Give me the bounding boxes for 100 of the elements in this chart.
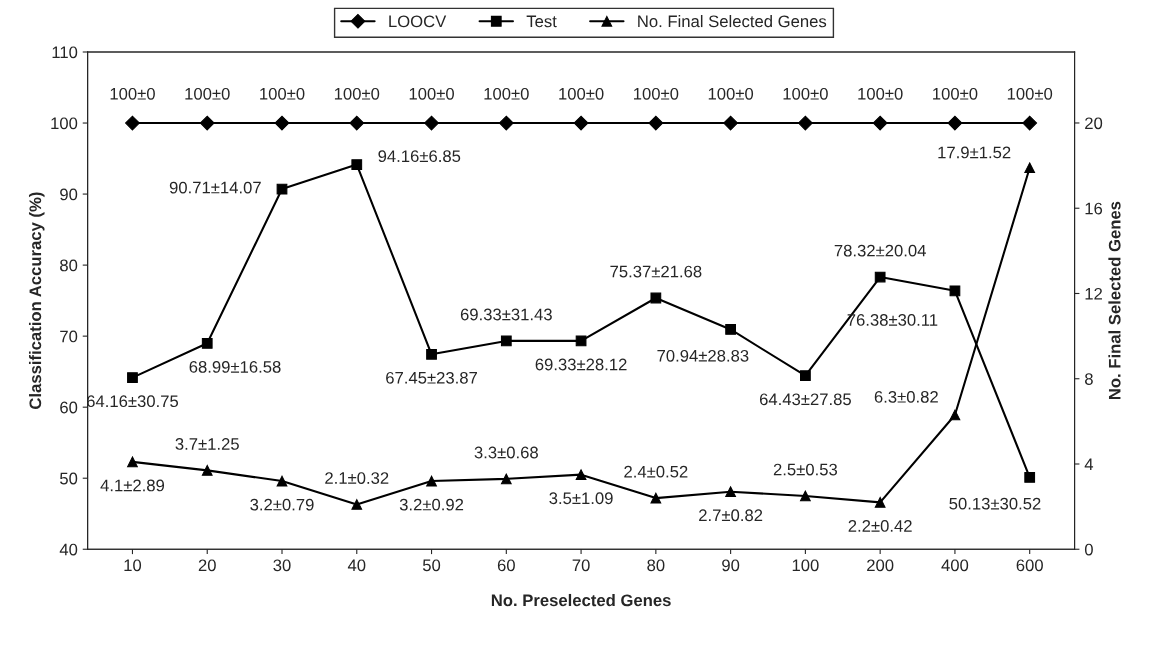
data-label: 2.2±0.42 bbox=[848, 520, 912, 532]
x-tick-label: 80 bbox=[647, 559, 665, 572]
data-label: 100±0 bbox=[1007, 87, 1053, 100]
x-tick-label: 600 bbox=[1016, 559, 1043, 572]
point bbox=[1024, 471, 1036, 483]
x-tick-label: 40 bbox=[347, 559, 366, 572]
point bbox=[872, 115, 888, 131]
x-tick-label: 30 bbox=[273, 559, 291, 572]
point bbox=[349, 115, 365, 131]
point bbox=[1022, 115, 1038, 131]
point bbox=[725, 486, 736, 498]
legend-label: No. Final Selected Genes bbox=[638, 15, 827, 28]
y-tick-label: 50 bbox=[60, 472, 78, 485]
y-tick-label: 110 bbox=[52, 46, 78, 59]
point bbox=[500, 335, 512, 347]
point bbox=[949, 409, 961, 421]
data-label: 64.43±27.85 bbox=[759, 393, 851, 406]
x-axis-title: No. Preselected Genes bbox=[491, 593, 671, 607]
point bbox=[498, 115, 514, 131]
y2-tick-label: 8 bbox=[1085, 373, 1093, 385]
data-label: 50.13±30.52 bbox=[949, 497, 1041, 510]
point bbox=[797, 115, 813, 131]
y2-tick-label: 4 bbox=[1084, 458, 1094, 471]
point bbox=[276, 475, 288, 487]
point bbox=[874, 496, 886, 508]
data-label: 100±0 bbox=[484, 87, 529, 100]
data-label: 69.33±31.43 bbox=[460, 308, 552, 321]
point bbox=[650, 292, 662, 304]
x-tick-label: 90 bbox=[722, 559, 740, 572]
data-label: 2.4±0.52 bbox=[624, 465, 688, 478]
x-tick-label: 20 bbox=[198, 559, 216, 572]
data-label: 90.71±14.07 bbox=[169, 181, 261, 194]
point bbox=[650, 492, 662, 504]
point bbox=[800, 370, 811, 382]
point bbox=[199, 115, 215, 131]
data-label: 75.37±21.68 bbox=[610, 265, 702, 278]
data-label: 17.9±1.52 bbox=[938, 146, 1011, 159]
point bbox=[127, 372, 138, 384]
y2-axis-title: No. Final Selected Genes bbox=[1108, 201, 1121, 400]
point bbox=[274, 115, 290, 131]
point bbox=[351, 499, 363, 510]
point bbox=[201, 337, 213, 349]
x-tick-label: 400 bbox=[941, 559, 969, 572]
data-label: 100±0 bbox=[110, 87, 155, 100]
data-label: 94.16±6.85 bbox=[378, 150, 461, 163]
point bbox=[1024, 162, 1036, 174]
x-tick-label: 200 bbox=[867, 559, 894, 572]
data-label: 100±0 bbox=[634, 87, 679, 100]
point bbox=[351, 159, 363, 170]
data-label: 70.94±28.83 bbox=[657, 349, 749, 362]
data-label: 78.32±20.04 bbox=[834, 244, 926, 257]
point bbox=[947, 115, 963, 131]
point bbox=[426, 475, 437, 487]
x-tick-label: 60 bbox=[497, 559, 515, 572]
point bbox=[573, 115, 589, 131]
y-tick-label: 70 bbox=[60, 330, 78, 343]
data-label: 2.7±0.82 bbox=[699, 509, 763, 522]
data-label: 2.5±0.53 bbox=[773, 463, 838, 476]
point bbox=[800, 490, 811, 502]
point bbox=[575, 469, 587, 481]
legend-label: Test bbox=[526, 15, 557, 28]
y-tick-label: 60 bbox=[60, 401, 78, 414]
data-label: 67.45±23.87 bbox=[386, 371, 477, 384]
y-axis-title: Classification Accuracy (%) bbox=[28, 192, 45, 409]
x-tick-label: 10 bbox=[124, 559, 142, 572]
y2-tick-label: 0 bbox=[1084, 543, 1093, 556]
data-label: 3.2±0.92 bbox=[399, 498, 464, 511]
data-label: 100±0 bbox=[409, 87, 454, 100]
data-label: 100±0 bbox=[933, 87, 978, 100]
data-label: 100±0 bbox=[334, 87, 380, 100]
data-label: 4.1±2.89 bbox=[100, 479, 165, 492]
x-tick-label: 50 bbox=[422, 559, 441, 572]
data-label: 2.1±0.32 bbox=[325, 472, 389, 484]
y2-tick-label: 12 bbox=[1085, 287, 1102, 300]
data-label: 100±0 bbox=[858, 87, 903, 100]
data-label: 3.7±1.25 bbox=[175, 438, 239, 450]
data-label: 100±0 bbox=[559, 87, 604, 100]
point bbox=[648, 115, 664, 131]
x-tick-label: 70 bbox=[572, 559, 590, 572]
y-tick-label: 90 bbox=[60, 188, 78, 201]
data-label: 68.99±16.58 bbox=[189, 360, 281, 373]
y-tick-label: 100 bbox=[51, 117, 78, 130]
data-label: 6.3±0.82 bbox=[874, 390, 938, 403]
y-tick-label: 40 bbox=[59, 543, 78, 556]
data-label: 3.3±0.68 bbox=[474, 446, 538, 459]
x-tick-label: 100 bbox=[792, 559, 819, 572]
point bbox=[725, 324, 736, 335]
data-label: 76.38±30.11 bbox=[847, 314, 938, 326]
data-label: 64.16±30.75 bbox=[87, 395, 179, 408]
data-label: 100±0 bbox=[260, 87, 305, 100]
point bbox=[201, 465, 213, 476]
point bbox=[424, 115, 439, 131]
data-label: 100±0 bbox=[783, 87, 828, 100]
point bbox=[426, 348, 437, 360]
data-label: 3.2±0.79 bbox=[250, 498, 314, 511]
y2-tick-label: 20 bbox=[1085, 117, 1103, 130]
point bbox=[125, 115, 140, 131]
data-label: 100±0 bbox=[185, 87, 230, 100]
point bbox=[723, 115, 739, 131]
y2-tick-label: 16 bbox=[1085, 202, 1103, 215]
